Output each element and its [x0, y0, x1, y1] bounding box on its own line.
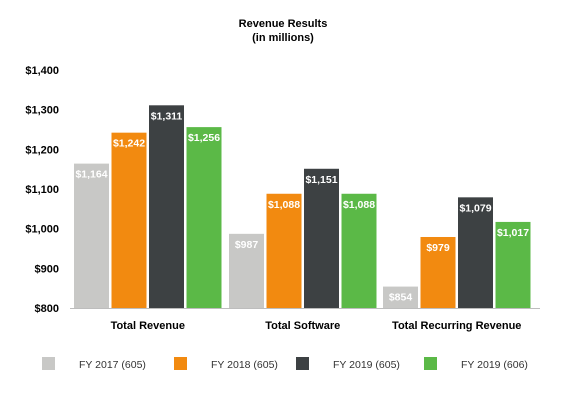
legend-label: FY 2019 (605) [333, 359, 400, 371]
x-axis: Total Revenue Total Software Total Recurri… [70, 308, 540, 332]
bar-value-label: $1,088 [343, 199, 375, 211]
bar [266, 193, 302, 308]
legend-label: FY 2019 (606) [461, 359, 528, 371]
bar-value-label: $1,242 [113, 138, 145, 150]
bar-value-label: $1,017 [497, 227, 529, 239]
y-tick-label: $1,400 [25, 65, 59, 77]
bars-group: $1,164 $1,242 $1,311 $1,256 $987 $1,088 $1,151… [74, 105, 531, 309]
bar-value-label: $1,079 [459, 202, 491, 214]
bar-value-label: $1,151 [305, 174, 337, 186]
bar [186, 127, 222, 309]
bar [458, 197, 493, 308]
bar-value-label: $1,088 [268, 199, 300, 211]
bar-value-label: $979 [426, 242, 450, 254]
bar [149, 105, 184, 308]
y-tick-label: $900 [35, 263, 59, 275]
y-tick-label: $1,300 [25, 105, 59, 117]
x-category-label: Total Software [265, 320, 340, 332]
bar-value-label: $987 [235, 239, 259, 251]
bar [495, 221, 531, 308]
legend-label: FY 2017 (605) [79, 359, 146, 371]
bar [74, 163, 109, 308]
bar [229, 233, 264, 308]
legend-swatch [42, 357, 55, 370]
legend-swatch [424, 357, 437, 370]
legend-swatch [296, 357, 309, 370]
y-tick-label: $1,200 [25, 144, 59, 156]
bar [420, 236, 456, 308]
legend-label: FY 2018 (605) [211, 359, 278, 371]
bar [341, 193, 377, 308]
x-category-label: Total Recurring Revenue [392, 320, 521, 332]
bar-value-label: $1,256 [188, 132, 220, 144]
legend-swatch [174, 357, 187, 370]
y-tick-label: $1,100 [25, 184, 59, 196]
legend: FY 2017 (605) FY 2018 (605) FY 2019 (605) F… [42, 357, 528, 371]
chart-subtitle: (in millions) [252, 32, 314, 44]
bar [111, 132, 147, 308]
x-category-label: Total Revenue [111, 320, 185, 332]
chart-title: Revenue Results [239, 18, 328, 30]
bar-value-label: $1,164 [75, 169, 107, 181]
bar [304, 168, 339, 308]
y-tick-label: $1,000 [25, 224, 59, 236]
bar-value-label: $854 [389, 292, 413, 304]
bar-value-label: $1,311 [151, 110, 183, 122]
y-tick-label: $800 [35, 303, 59, 315]
bar [383, 286, 418, 308]
y-axis: $800 $900 $1,000 $1,100 $1,200 $1,300 $1,400 [25, 65, 59, 315]
